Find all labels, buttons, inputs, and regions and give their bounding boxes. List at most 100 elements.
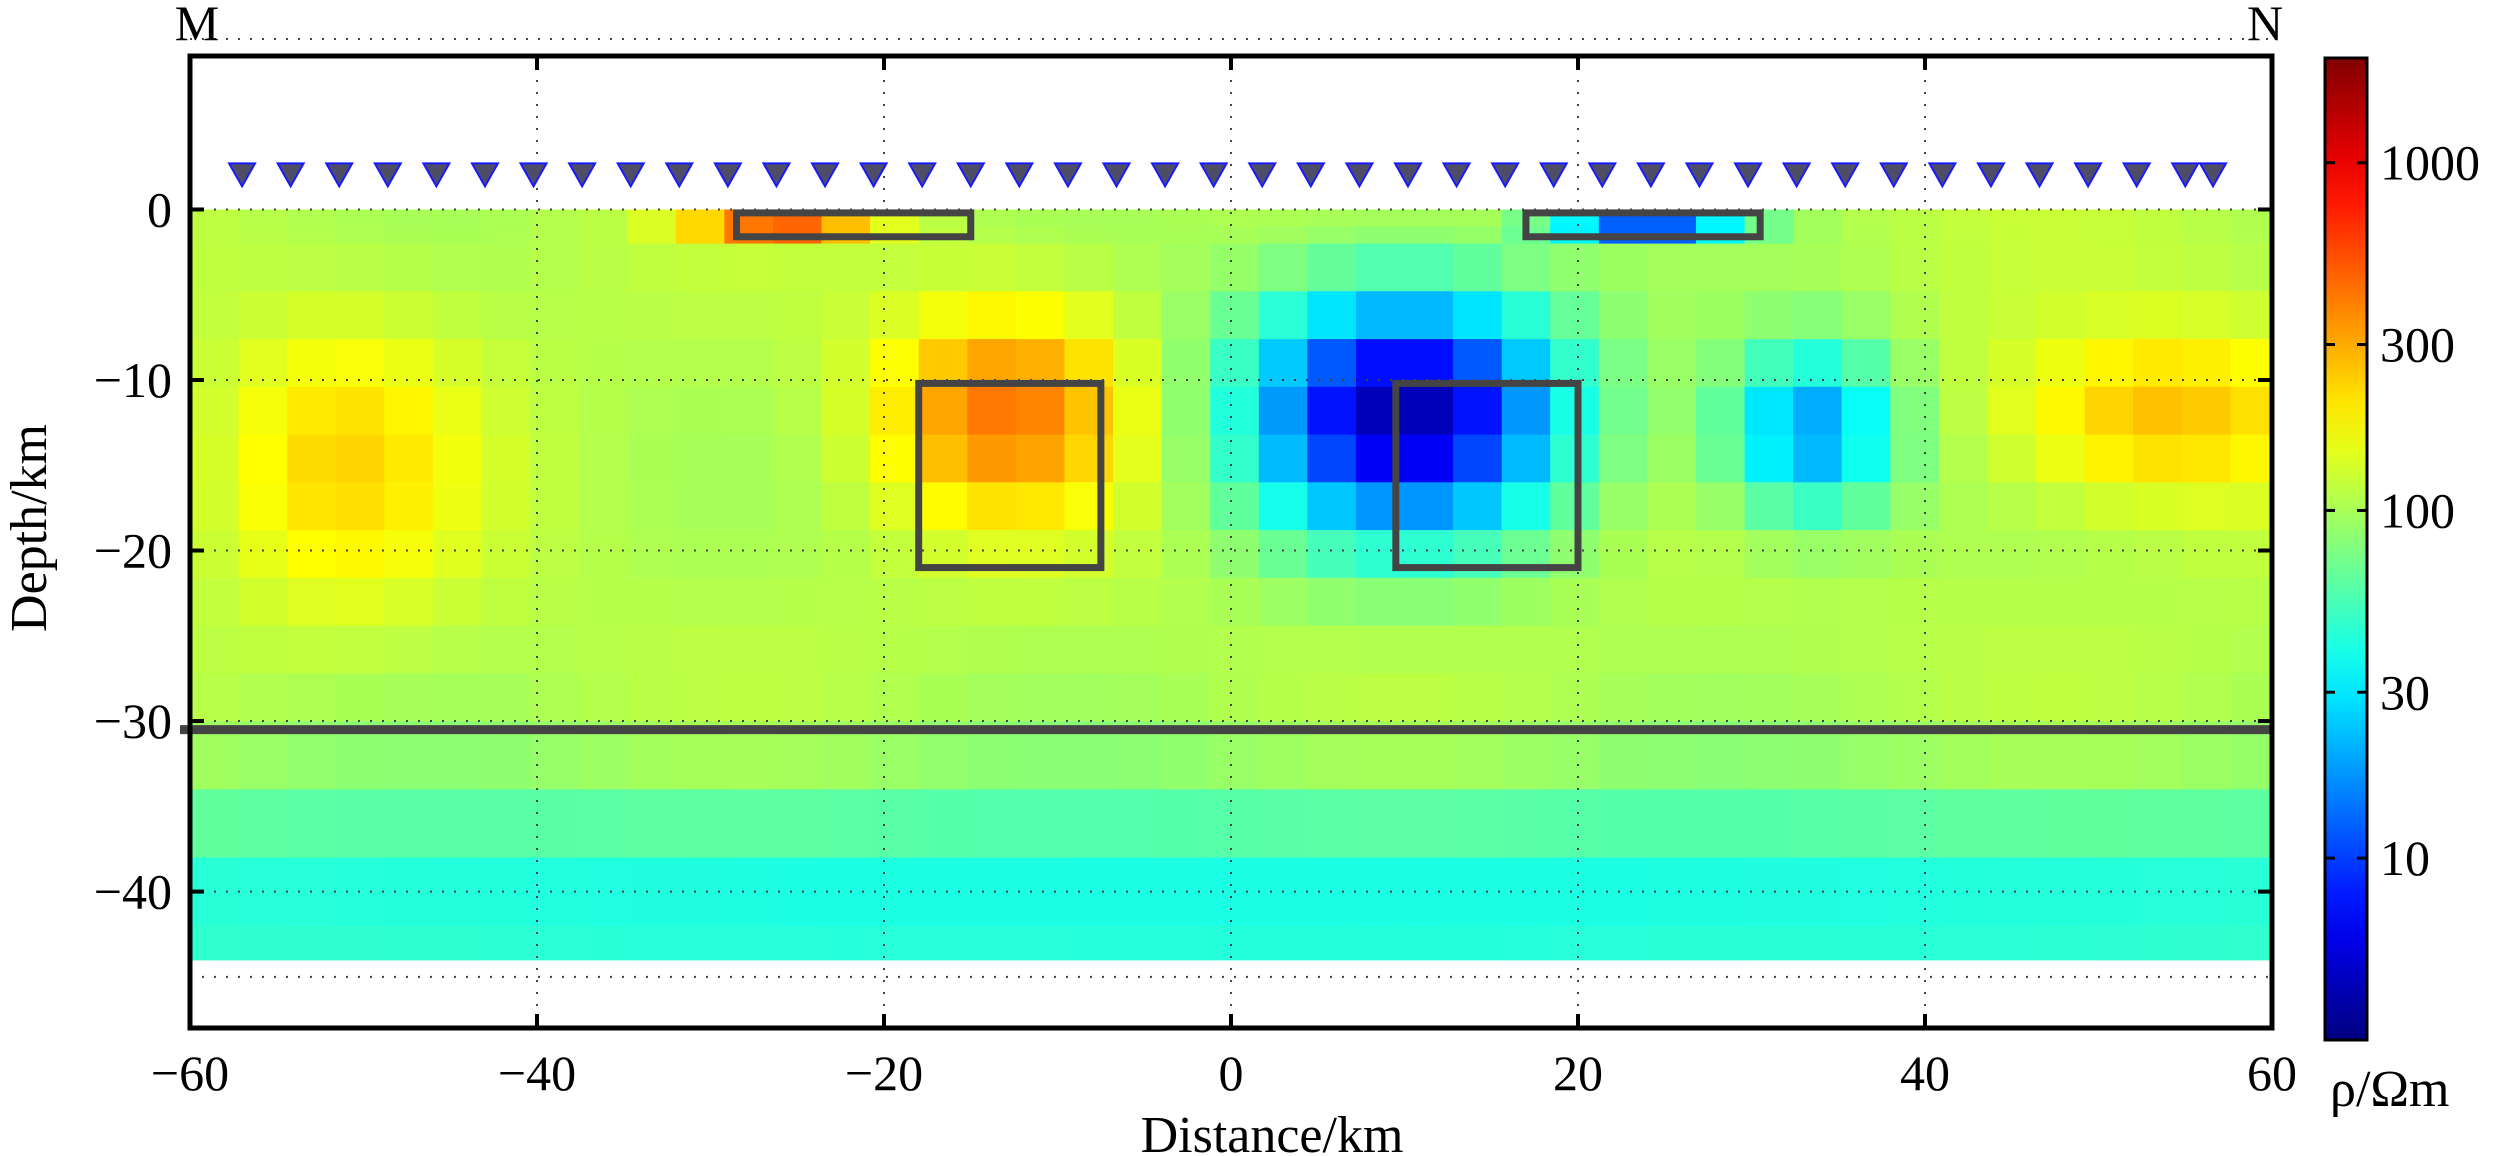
resistivity-cell [238,530,288,579]
resistivity-cell [967,243,1017,292]
resistivity-cell [238,291,288,340]
resistivity-cell [1696,577,1746,627]
resistivity-cell [2230,434,2272,483]
resistivity-cell [530,577,580,627]
resistivity-cell [190,577,240,627]
resistivity-cell [1161,209,1211,228]
resistivity-cell [1793,577,1843,627]
station-marker [1441,162,1472,189]
resistivity-cell [967,857,1017,927]
resistivity-cell [2230,291,2272,340]
resistivity-cell [1890,386,1940,436]
resistivity-cell [1696,925,1746,961]
resistivity-cell [675,625,725,674]
y-axis-ticks: 0 −10 −20 −30 −40 [94,181,2272,920]
resistivity-cell [1696,339,1746,388]
resistivity-cell [724,925,774,961]
resistivity-cell [1987,434,2037,483]
resistivity-cell [384,577,434,627]
resistivity-cell [1890,291,1940,340]
resistivity-cell [481,482,531,531]
resistivity-cell [2036,434,2086,483]
resistivity-cell [2230,673,2272,722]
mt-stations [227,162,2228,189]
resistivity-cell [287,291,337,340]
resistivity-cell [1744,482,1794,531]
resistivity-cell [287,226,337,245]
resistivity-cell [238,434,288,483]
resistivity-cell [530,789,580,859]
resistivity-cell [1890,857,1940,927]
resistivity-cell [675,530,725,579]
resistivity-cell [1696,243,1746,292]
resistivity-cell [2181,625,2231,674]
resistivity-cell [1744,291,1794,340]
resistivity-cell [1355,673,1406,722]
station-marker [1976,162,2006,189]
resistivity-cell [821,530,871,579]
resistivity-cell [1307,482,1357,531]
resistivity-cell [2084,625,2134,674]
resistivity-cell [1453,482,1503,531]
resistivity-cell [2181,226,2231,245]
resistivity-cell [1015,577,1066,627]
resistivity-cell [578,577,628,627]
resistivity-cell [578,530,628,579]
resistivity-cell [1987,577,2037,627]
station-marker [1636,162,1666,189]
resistivity-cell [1355,577,1406,627]
resistivity-cell [1696,434,1746,483]
resistivity-cell [432,243,483,292]
resistivity-cell [773,243,823,292]
resistivity-cell [675,226,725,245]
resistivity-cell [481,925,531,961]
resistivity-cell [1210,625,1260,674]
resistivity-cell [481,857,531,927]
resistivity-cell [2133,530,2183,579]
resistivity-cell [2036,386,2086,436]
resistivity-cell [1015,625,1066,674]
resistivity-cell [1064,789,1114,859]
resistivity-cell [1355,209,1406,228]
resistivity-cell [2133,291,2183,340]
resistivity-cell [481,434,531,483]
resistivity-cell [1890,434,1940,483]
station-marker [1490,162,1520,189]
resistivity-cell [2181,530,2231,579]
resistivity-cell [870,925,920,961]
resistivity-cell [1307,625,1357,674]
resistivity-cell [287,243,337,292]
resistivity-cell [1404,243,1454,292]
resistivity-cell [2036,673,2086,722]
resistivity-cell [1355,339,1406,388]
resistivity-cell [432,291,483,340]
resistivity-cell [1841,226,1891,245]
station-marker [1781,162,1812,189]
resistivity-cell [1987,209,2037,228]
resistivity-cell [384,291,434,340]
station-marker [761,162,792,189]
resistivity-cell [1210,434,1260,483]
resistivity-cell [2133,434,2183,483]
resistivity-cell [384,857,434,927]
resistivity-cell [821,434,871,483]
resistivity-cell [1647,482,1697,531]
resistivity-cell [530,243,580,292]
resistivity-cell [2133,577,2183,627]
resistivity-cell [2036,226,2086,245]
resistivity-cell [1161,673,1211,722]
resistivity-cell [384,226,434,245]
resistivity-cell [578,925,628,961]
resistivity-cell [870,673,920,722]
resistivity-cell [1161,789,1211,859]
colorbar-tick-label: 100 [2380,482,2455,538]
resistivity-cell [1501,925,1551,961]
resistivity-cell [918,291,968,340]
resistivity-cell [2084,857,2134,927]
resistivity-cell [481,530,531,579]
resistivity-cell [2230,925,2272,961]
resistivity-cell [2133,386,2183,436]
resistivity-cell [1696,482,1746,531]
resistivity-cell [1890,482,1940,531]
resistivity-cell [2084,577,2134,627]
